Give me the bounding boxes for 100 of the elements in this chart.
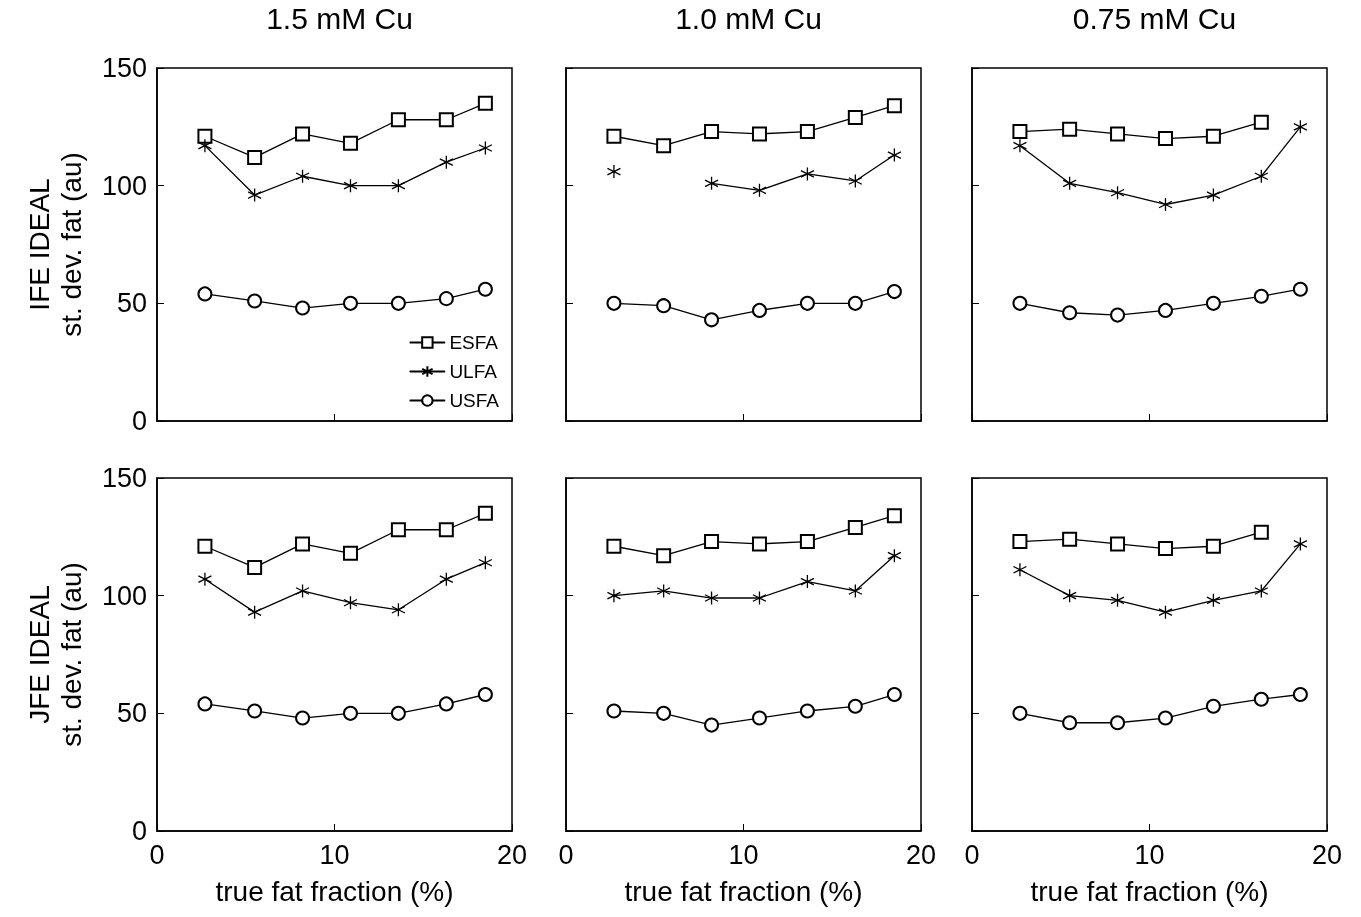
point — [1062, 305, 1078, 321]
point — [1012, 124, 1028, 140]
point — [704, 176, 719, 191]
point — [1110, 715, 1126, 731]
point — [1012, 705, 1028, 721]
point — [342, 705, 358, 721]
point — [656, 548, 672, 564]
point — [1012, 138, 1028, 153]
x-tick-label: 0 — [964, 839, 980, 870]
point — [247, 559, 263, 575]
point — [247, 604, 262, 620]
point — [1293, 119, 1308, 134]
point — [1254, 169, 1269, 184]
point — [1205, 295, 1221, 311]
point — [799, 124, 815, 140]
point — [1206, 593, 1221, 608]
x-tick-label: 0 — [558, 839, 574, 870]
x-tick-label: 20 — [1311, 839, 1343, 870]
point — [1110, 536, 1126, 552]
point — [1157, 541, 1173, 557]
point — [342, 295, 358, 311]
point — [343, 178, 358, 193]
point — [1253, 524, 1269, 540]
point — [1253, 288, 1269, 304]
point — [439, 154, 454, 170]
point — [1206, 187, 1221, 203]
point — [1158, 197, 1173, 212]
point — [197, 286, 213, 302]
x-axis-title: true fat fraction (%) — [1030, 875, 1269, 907]
x-axis-title: true fat fraction (%) — [624, 875, 863, 907]
y-tick-label: 150 — [101, 53, 147, 83]
point — [656, 138, 672, 154]
point — [391, 602, 406, 617]
point — [606, 703, 622, 719]
point — [887, 548, 902, 563]
point — [295, 169, 310, 184]
point — [1292, 687, 1308, 702]
point — [751, 302, 767, 318]
chart-title: 1.0 mM Cu — [675, 1, 822, 35]
point — [886, 508, 902, 524]
y-tick-label: 100 — [101, 170, 147, 201]
point — [438, 696, 454, 712]
point — [477, 687, 493, 702]
point — [295, 710, 311, 726]
point — [295, 583, 310, 599]
point — [847, 698, 863, 714]
point — [1062, 715, 1078, 731]
x-tick-label: 20 — [496, 839, 528, 870]
point — [1205, 538, 1221, 554]
y-axis-title: JFE IDEAL st. dev. fat (au) — [23, 562, 87, 747]
point — [343, 595, 358, 610]
point — [438, 291, 454, 307]
point — [606, 128, 622, 144]
point — [704, 590, 719, 606]
point — [247, 187, 262, 203]
legend-label: ULFA — [449, 361, 498, 382]
point — [197, 696, 213, 712]
point — [847, 519, 863, 535]
point — [751, 126, 767, 142]
point — [1292, 281, 1308, 297]
point — [751, 710, 767, 726]
point — [886, 98, 902, 114]
point — [704, 534, 720, 550]
point — [477, 281, 493, 297]
point — [1157, 710, 1173, 726]
point — [478, 140, 493, 156]
y-axis-title: IFE IDEAL st. dev. fat (au) — [23, 152, 87, 337]
point — [704, 312, 720, 328]
point — [656, 298, 672, 314]
point — [390, 705, 406, 721]
point — [752, 183, 767, 198]
point — [1062, 121, 1078, 137]
legend-label: ESFA — [449, 332, 499, 353]
point — [477, 95, 493, 111]
point — [886, 687, 902, 702]
point — [477, 505, 493, 521]
x-tick-label: 10 — [1134, 839, 1165, 870]
point — [1205, 128, 1221, 144]
point — [1157, 302, 1173, 318]
point — [1110, 185, 1125, 200]
x-axis-title: true fat fraction (%) — [215, 875, 454, 907]
point — [606, 538, 622, 554]
point — [247, 149, 263, 165]
point — [847, 109, 863, 125]
point — [1062, 588, 1077, 603]
point — [1253, 114, 1269, 130]
y-tick-label: 50 — [116, 288, 147, 319]
point — [438, 522, 454, 538]
point — [704, 717, 720, 733]
point — [247, 293, 263, 309]
point — [439, 572, 454, 587]
point — [247, 703, 263, 719]
point — [197, 538, 213, 554]
point — [391, 178, 406, 193]
point — [606, 588, 622, 603]
y-tick-label: 50 — [116, 698, 147, 729]
point — [342, 135, 358, 151]
legend-label: USFA — [449, 390, 500, 411]
x-tick-label: 10 — [728, 839, 759, 870]
point — [438, 112, 454, 128]
